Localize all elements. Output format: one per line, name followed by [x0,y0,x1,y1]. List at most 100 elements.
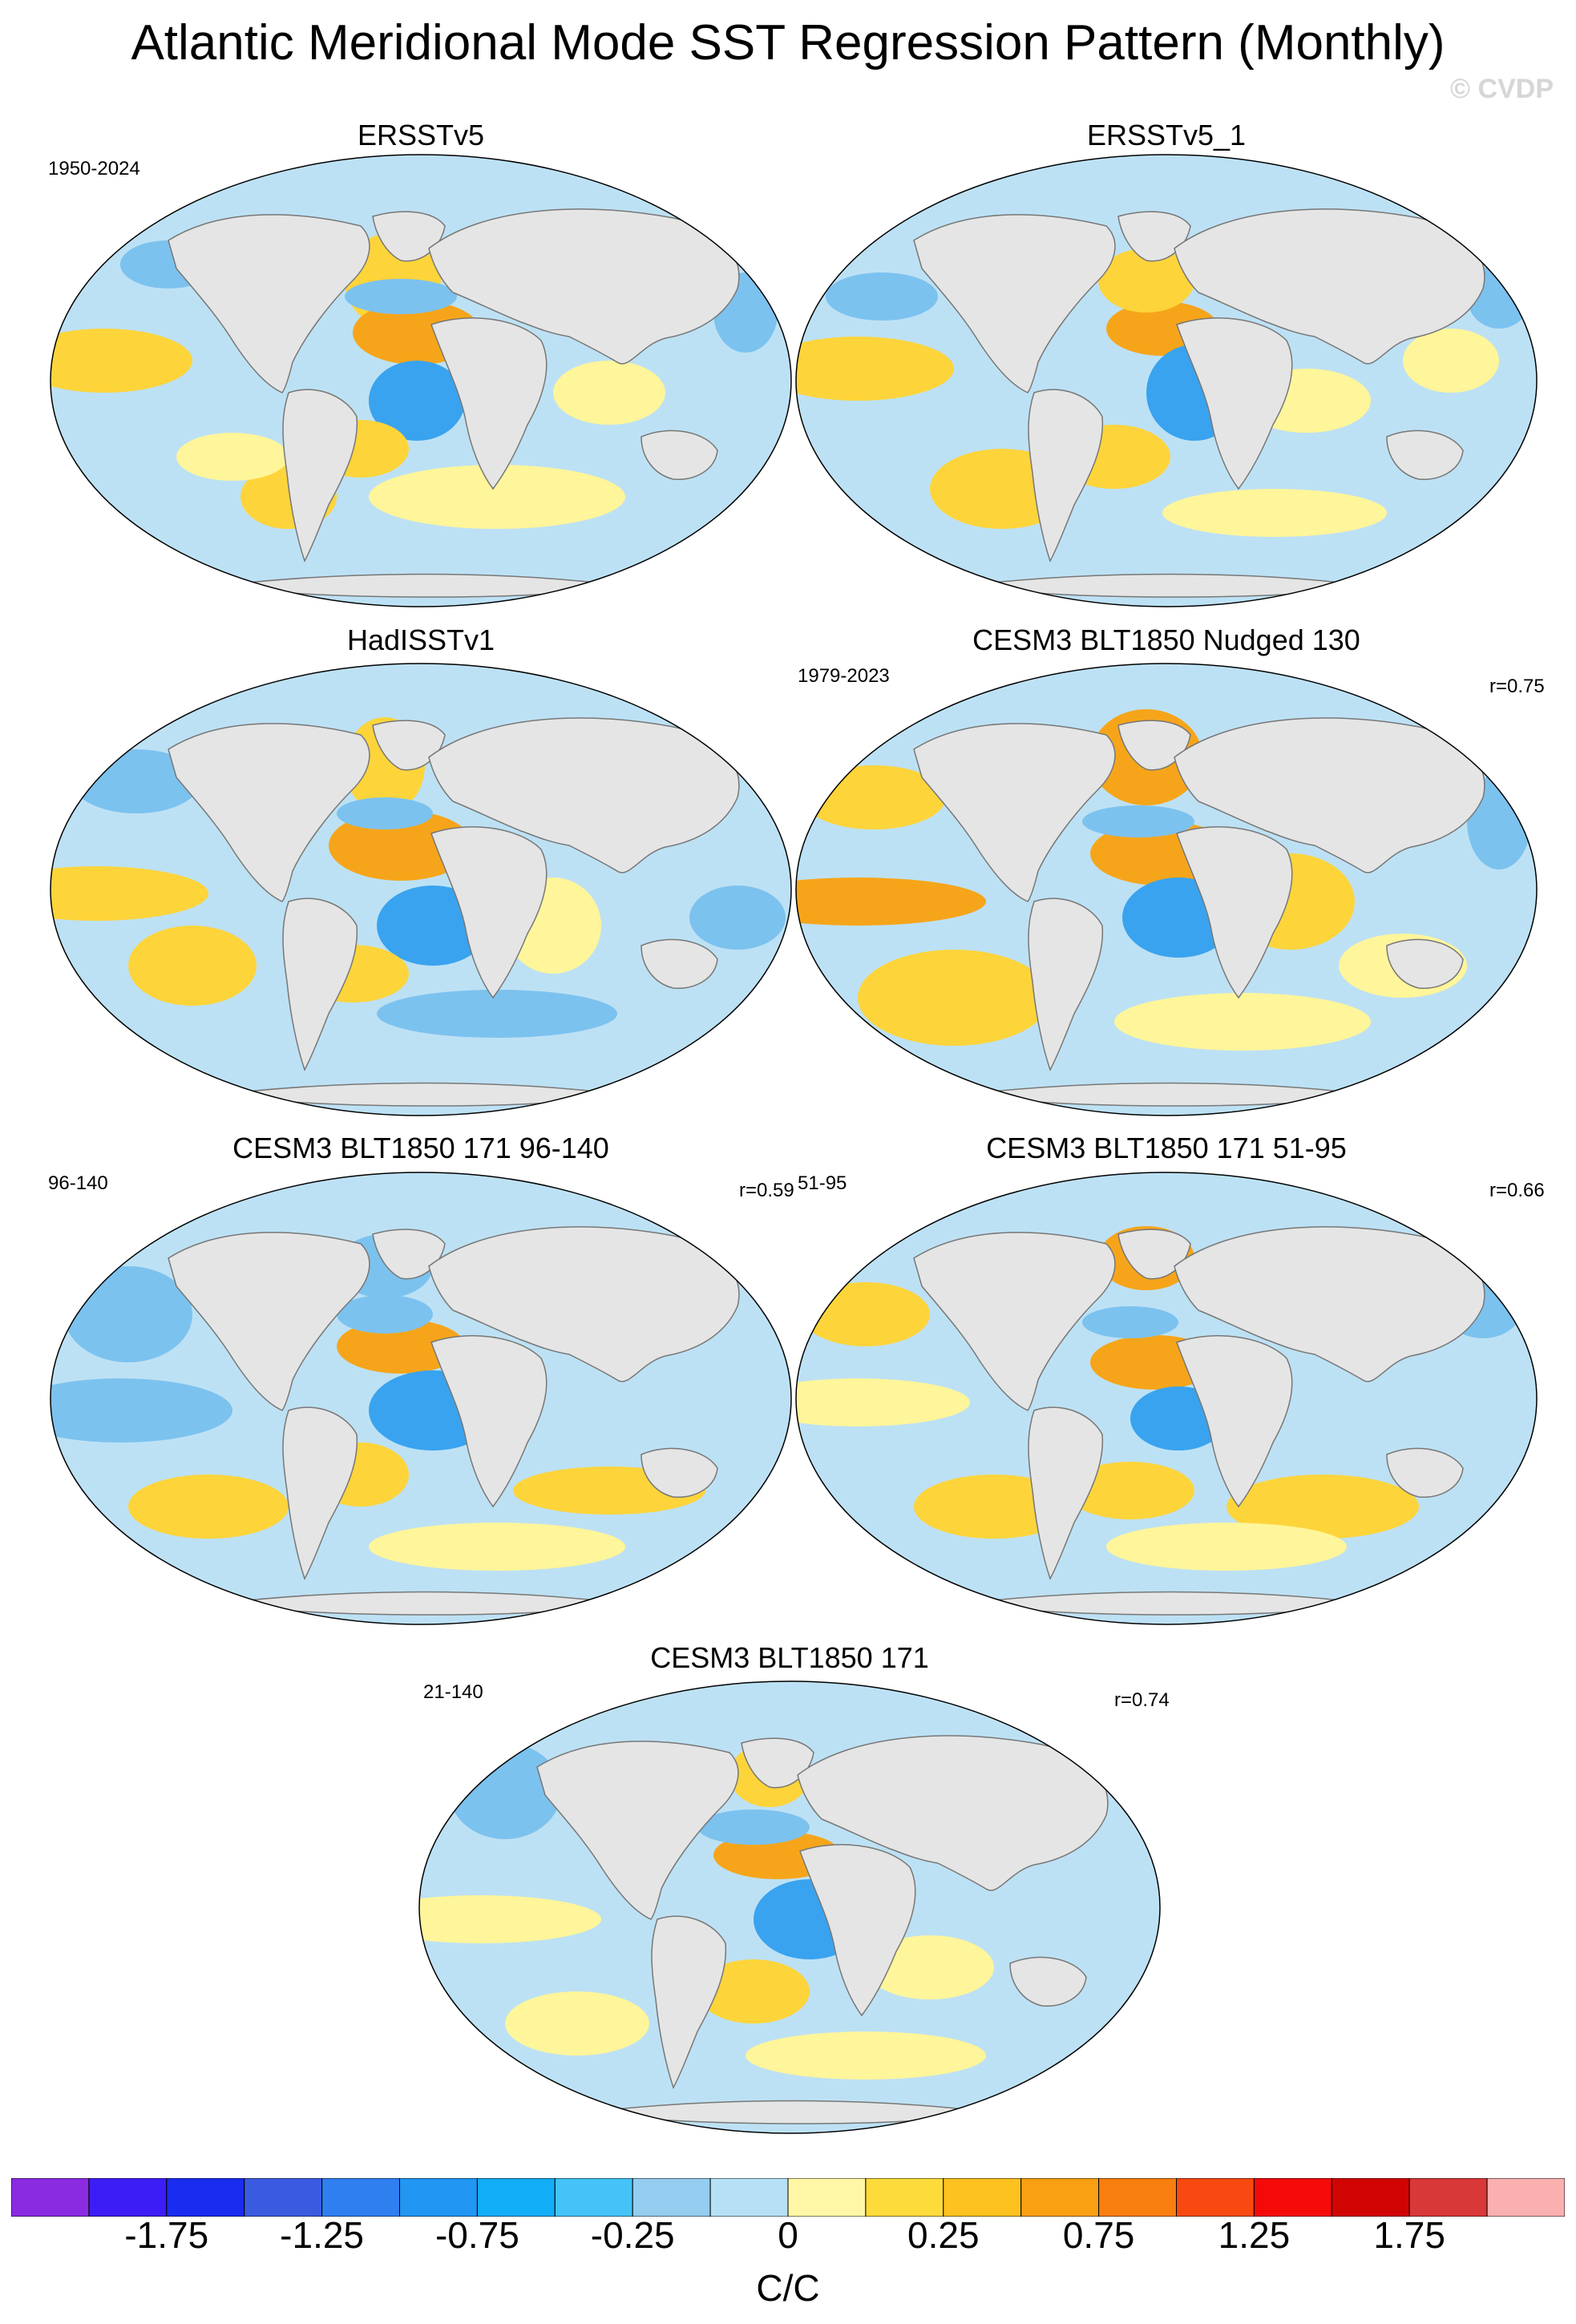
anomaly-region [369,361,465,441]
continent-south-america [282,389,358,563]
anomaly-region [337,1319,465,1374]
anomaly-region [858,950,1050,1046]
anomaly-region [337,797,433,829]
continent-north-america [913,214,1116,393]
colorbar-swatch [399,2178,478,2217]
anomaly-region [51,1378,232,1442]
map-border [795,1172,1538,1625]
panel-title-4: CESM3 BLT1850 Nudged 130 [972,623,1360,656]
panel-left-label-5: 96-140 [48,1172,108,1194]
colorbar-swatch [1020,2178,1100,2217]
continent-australia [641,430,718,480]
continent-north-america [168,214,370,393]
continent-eurasia [428,717,740,874]
continent-africa [430,826,548,999]
colorbar-swatch [943,2178,1022,2217]
continent-south-america [1028,1406,1104,1580]
map-border [795,154,1538,607]
continent-north-america [168,1232,370,1411]
anomaly-region [553,361,665,425]
panel-right-label-7: r=0.74 [1114,1689,1170,1711]
colorbar-swatch [166,2178,245,2217]
anomaly-region [128,926,257,1006]
colorbar-swatch [1408,2178,1488,2217]
continent-south-america [651,1915,727,2089]
anomaly-region [505,1991,649,2056]
continent-south-america [282,898,358,1071]
continent-australia [641,938,718,989]
map-panel-3 [50,663,792,1116]
panel-left-label-1: 1950-2024 [48,158,140,180]
continent-africa [1176,317,1293,490]
panel-title-3: HadISSTv1 [346,623,495,656]
colorbar-swatch [709,2178,789,2217]
panel-left-label-7: 21-140 [423,1681,483,1703]
continent-australia [1386,938,1464,989]
colorbar-swatch [632,2178,711,2217]
colorbar-swatch [1331,2178,1410,2217]
anomaly-region [369,1523,625,1571]
map-border [795,663,1538,1116]
continent-australia [641,1447,718,1498]
map-panel-2 [795,154,1538,607]
panel-title-2: ERSSTv5_1 [1086,119,1247,151]
anomaly-region [796,1378,970,1426]
continent-australia [1386,1447,1464,1498]
panel-title-1: ERSSTv5 [357,119,485,151]
anomaly-region [64,1266,192,1362]
continent-australia [1009,1956,1087,2007]
map-border [50,154,792,607]
panel-title-7: CESM3 BLT1850 171 [650,1641,929,1674]
colorbar-units: C/C [756,2267,820,2309]
map-border [50,663,792,1116]
anomaly-region [697,1959,810,2023]
colorbar-swatch [554,2178,633,2217]
map-panel-5 [50,1172,792,1625]
map-border [50,1172,792,1625]
panel-right-label-4: r=0.75 [1489,676,1545,697]
figure-title: Atlantic Meridional Mode SST Regression … [131,15,1445,71]
anomaly-region [1082,805,1194,837]
continent-north-america [913,723,1116,902]
continent-eurasia [797,1735,1109,1891]
anomaly-region [796,878,986,926]
map-border [418,1680,1161,2134]
panel-left-label-4: 1979-2023 [798,665,890,687]
continent-africa [430,1335,548,1508]
colorbar-swatch [1098,2178,1177,2217]
anomaly-region [802,1282,930,1346]
continent-south-america [1028,898,1104,1071]
colorbar-swatch [1486,2178,1565,2217]
map-panel-7 [418,1680,1161,2134]
colorbar-swatch [865,2178,944,2217]
panel-left-label-6: 51-95 [798,1172,847,1194]
colorbar-tick-label: -0.25 [590,2214,675,2256]
colorbar-tick-label: 0.25 [907,2214,980,2256]
colorbar-swatch [476,2178,556,2217]
panel-title-5: CESM3 BLT1850 171 96-140 [232,1132,609,1164]
continent-eurasia [1174,208,1485,365]
anomaly-region [128,1475,289,1539]
anomaly-region [1082,1306,1178,1338]
continent-eurasia [428,1226,740,1382]
continent-north-america [536,1741,739,1920]
anomaly-region [345,279,457,314]
continent-south-america [282,1406,358,1580]
anomaly-region [337,1295,433,1333]
colorbar-swatch [11,2178,90,2217]
colorbar-tick-label: 1.25 [1218,2214,1291,2256]
continent-eurasia [1174,717,1485,874]
anomaly-region [866,1935,994,1999]
colorbar-tick-label: 0 [778,2214,798,2256]
anomaly-region [1226,1475,1419,1539]
anomaly-region [796,337,954,401]
colorbar-swatch [244,2178,323,2217]
anomaly-region [697,1810,810,1845]
panel-right-label-5: r=0.59 [739,1180,794,1201]
anomaly-region [51,866,208,921]
anomaly-region [51,329,192,393]
anomaly-region [826,272,938,321]
continent-north-america [168,723,370,902]
colorbar-swatch [787,2178,867,2217]
anomaly-region [1098,248,1194,313]
